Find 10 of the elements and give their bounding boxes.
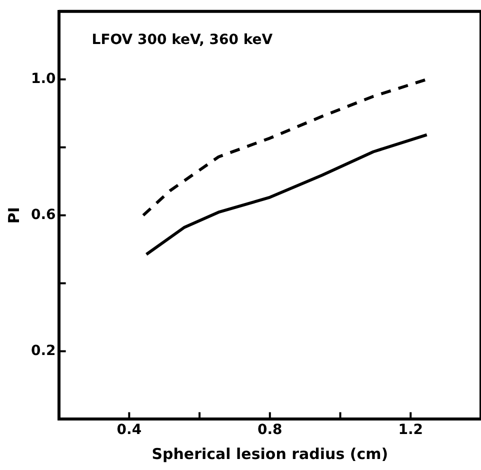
y-tick-label: 0.6 <box>30 206 56 223</box>
x-tick-label: 0.4 <box>116 422 142 438</box>
annotation: LFOV 300 keV, 360 keV <box>92 32 273 48</box>
x-axis-title: Spherical lesion radius (cm) <box>152 444 388 463</box>
line-series <box>142 78 428 217</box>
y-axis-title: PI <box>4 207 23 224</box>
x-tick-label: 0.8 <box>257 422 282 438</box>
y-tick-label: 0.2 <box>30 342 56 359</box>
y-tick-label: 1.0 <box>30 71 56 88</box>
x-tick-label: 1.2 <box>398 422 424 438</box>
